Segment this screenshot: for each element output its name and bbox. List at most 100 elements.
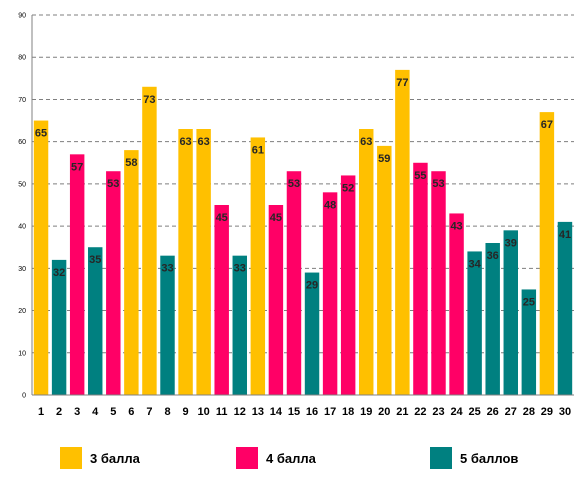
y-tick-label-40: 40 (18, 224, 26, 231)
data-label-27: 39 (505, 237, 517, 249)
bar-19 (359, 129, 374, 395)
x-tick-label-22: 22 (414, 406, 426, 418)
y-axis: 0 10 20 30 40 50 60 70 80 90 (18, 13, 33, 400)
data-label-23: 53 (432, 178, 444, 190)
data-label-25: 34 (469, 258, 482, 270)
data-label-9: 63 (179, 136, 191, 148)
x-tick-label-8: 8 (164, 406, 170, 418)
x-tick-label-19: 19 (360, 406, 372, 418)
x-tick-label-30: 30 (559, 406, 571, 418)
legend-swatch-3 (60, 447, 82, 469)
x-tick-label-24: 24 (450, 406, 463, 418)
bar-1 (33, 120, 49, 396)
x-tick-label-1: 1 (38, 406, 44, 418)
y-tick-label-0: 0 (22, 393, 26, 400)
bar-27 (503, 230, 518, 395)
x-tick-label-23: 23 (432, 406, 444, 418)
x-tick-label-25: 25 (469, 406, 481, 418)
data-labels: 65 32 57 35 53 58 73 33 63 63 45 33 61 45 53 29 48 52 63 59… (35, 77, 571, 309)
bar-22 (413, 162, 428, 395)
x-tick-label-14: 14 (270, 406, 283, 418)
data-label-11: 45 (216, 212, 228, 224)
x-tick-label-10: 10 (198, 406, 210, 418)
bar-4 (88, 247, 103, 395)
bar-12 (232, 255, 247, 395)
x-tick-label-5: 5 (110, 406, 116, 418)
x-tick-label-6: 6 (128, 406, 134, 418)
bar-5 (106, 171, 121, 395)
x-tick-label-27: 27 (505, 406, 517, 418)
data-label-2: 32 (53, 267, 65, 279)
x-tick-label-16: 16 (306, 406, 318, 418)
y-tick-label-10: 10 (18, 350, 26, 357)
data-label-5: 53 (107, 178, 119, 190)
y-tick-label-30: 30 (18, 266, 26, 273)
legend-swatch-5 (430, 447, 452, 469)
data-label-12: 33 (234, 263, 246, 275)
data-label-10: 63 (198, 136, 210, 148)
x-tick-label-26: 26 (487, 406, 499, 418)
data-label-18: 52 (342, 182, 354, 194)
data-label-28: 25 (523, 296, 535, 308)
y-tick-label-60: 60 (18, 139, 26, 146)
x-tick-label-29: 29 (541, 406, 553, 418)
x-tick-label-2: 2 (56, 406, 62, 418)
bar-14 (268, 205, 284, 395)
x-tick-label-11: 11 (216, 406, 228, 418)
bar-2 (51, 259, 67, 395)
x-tick-label-9: 9 (183, 406, 189, 418)
bar-6 (124, 150, 139, 395)
data-label-14: 45 (270, 212, 282, 224)
legend-item-3: 3 балла (60, 446, 140, 470)
data-label-17: 48 (324, 199, 336, 211)
bar-8 (160, 255, 175, 395)
bar-3 (69, 154, 85, 395)
bar-10 (196, 129, 211, 395)
y-tick-label-70: 70 (18, 97, 26, 104)
gridlines (32, 14, 574, 354)
data-label-29: 67 (541, 119, 553, 131)
bar-11 (214, 205, 229, 395)
bar-20 (377, 145, 392, 395)
bar-23 (431, 171, 446, 395)
bar-24 (449, 213, 464, 395)
legend-item-5: 5 баллов (430, 446, 518, 470)
data-label-16: 29 (306, 280, 318, 292)
bar-21 (395, 69, 410, 395)
bar-16 (304, 272, 320, 395)
data-label-6: 58 (125, 157, 137, 169)
bar-15 (286, 171, 302, 395)
bar-7 (142, 86, 157, 396)
data-label-15: 53 (288, 178, 300, 190)
legend-swatch-4 (236, 447, 258, 469)
data-label-13: 61 (252, 144, 264, 156)
x-tick-label-13: 13 (252, 406, 264, 418)
legend-label-4: 4 балла (266, 450, 316, 466)
data-label-4: 35 (89, 254, 101, 266)
x-tick-label-20: 20 (378, 406, 390, 418)
y-tick-label-80: 80 (18, 55, 26, 62)
y-tick-label-50: 50 (18, 181, 26, 188)
bar-25 (467, 251, 482, 395)
data-label-3: 57 (71, 161, 83, 173)
data-label-1: 65 (35, 128, 47, 140)
legend-item-4: 4 балла (236, 446, 316, 470)
x-tick-label-28: 28 (523, 406, 535, 418)
bar-13 (250, 137, 266, 395)
bar-29 (539, 112, 555, 395)
data-label-7: 73 (143, 94, 155, 106)
bar-18 (340, 175, 356, 395)
bar-17 (322, 192, 338, 395)
x-tick-label-18: 18 (342, 406, 354, 418)
data-label-24: 43 (450, 220, 462, 232)
data-label-8: 33 (161, 263, 173, 275)
bar-28 (521, 289, 537, 395)
x-axis: 1 2 3 4 5 6 7 8 9 10 11 12 13 14 15 16 17 18 19 20 21 22 23 24 2… (32, 394, 574, 418)
data-label-30: 41 (559, 229, 571, 241)
bar-30 (557, 221, 573, 395)
x-tick-label-4: 4 (92, 406, 99, 418)
bar-9 (178, 129, 193, 395)
data-label-21: 77 (396, 77, 408, 89)
x-tick-label-15: 15 (288, 406, 300, 418)
